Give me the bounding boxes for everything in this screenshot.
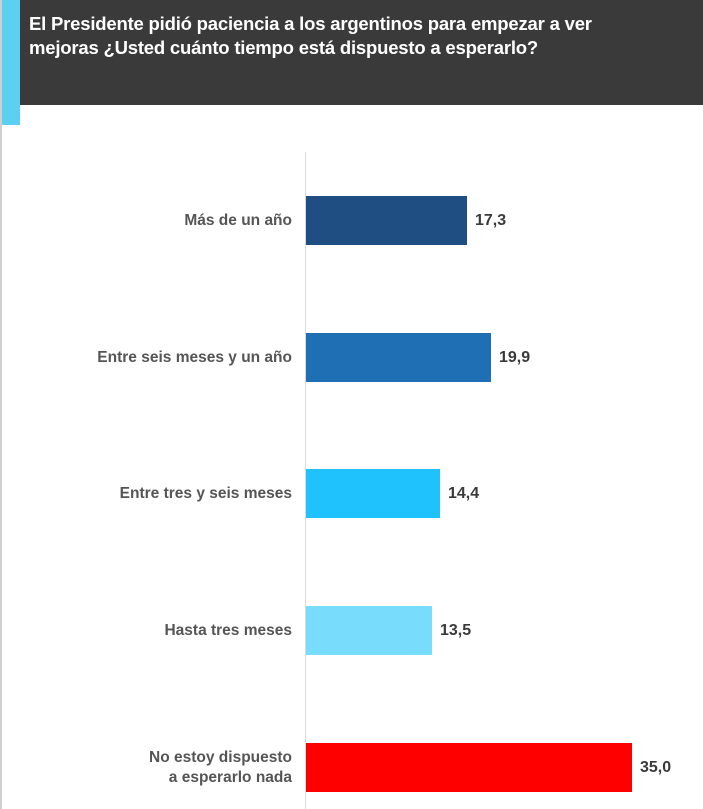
chart-title: El Presidente pidió paciencia a los arge… — [29, 12, 699, 60]
title-line-2: mejoras ¿Usted cuánto tiempo está dispue… — [29, 37, 538, 58]
category-label: No estoy dispuesto a esperarlo nada — [149, 743, 292, 792]
value-label: 17,3 — [475, 211, 507, 229]
category-label-line-1: Entre tres y seis meses — [119, 484, 292, 502]
category-label: Entre tres y seis meses — [120, 469, 292, 518]
category-label-line-1: Entre seis meses y un año — [97, 348, 292, 366]
bar-row: Entre tres y seis meses 14,4 — [0, 469, 703, 518]
bar — [306, 333, 491, 382]
value-label: 14,4 — [448, 484, 480, 502]
value-label: 13,5 — [440, 621, 472, 639]
category-axis-line — [305, 152, 306, 809]
category-label-line-1: Hasta tres meses — [164, 621, 292, 639]
category-label-line-1: Más de un año — [184, 211, 292, 229]
bar — [306, 606, 432, 655]
value-label: 35,0 — [640, 758, 672, 776]
value-label: 19,9 — [499, 348, 531, 366]
category-label: Más de un año — [184, 196, 292, 245]
category-label: Entre seis meses y un año — [97, 333, 292, 382]
accent-stripe — [2, 0, 20, 125]
category-label: Hasta tres meses — [164, 606, 292, 655]
left-border — [0, 0, 2, 809]
bar-row: Entre seis meses y un año 19,9 — [0, 333, 703, 382]
bar-row: Más de un año 17,3 — [0, 196, 703, 245]
title-banner — [20, 0, 703, 105]
category-label-line-1: No estoy dispuesto — [149, 748, 292, 766]
title-line-1: El Presidente pidió paciencia a los arge… — [29, 13, 592, 34]
bar — [306, 469, 440, 518]
category-label-line-2: a esperarlo nada — [168, 768, 292, 786]
bar-row: Hasta tres meses 13,5 — [0, 606, 703, 655]
bar — [306, 196, 467, 245]
bar-row: No estoy dispuesto a esperarlo nada 35,0 — [0, 743, 703, 792]
bar — [306, 743, 632, 792]
